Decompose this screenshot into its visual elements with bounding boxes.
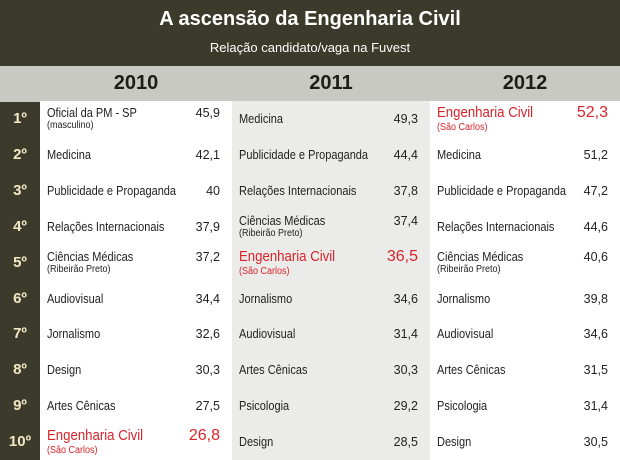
- course-name: Relações Internacionais: [47, 219, 165, 234]
- ratio-value: 37,8: [393, 183, 418, 198]
- header-band: [0, 0, 620, 66]
- course-name: Psicologia: [239, 399, 290, 414]
- course-name: Design: [239, 435, 274, 450]
- ratio-value: 31,4: [583, 399, 608, 414]
- ratio-value: 37,4: [393, 213, 418, 228]
- course-name: Jornalismo: [239, 291, 293, 306]
- course-name: Medicina: [47, 147, 92, 162]
- course-name: Jornalismo: [437, 291, 491, 306]
- ratio-value: 29,2: [393, 399, 418, 414]
- ratio-value: 26,8: [188, 427, 220, 445]
- course-name: Relações Internacionais: [239, 183, 357, 198]
- rank: 2º: [13, 145, 27, 163]
- ratio-value: 28,5: [393, 435, 418, 450]
- year: 2010: [113, 72, 159, 94]
- ratio-value: 34,6: [583, 327, 608, 342]
- ratio-value: 52,3: [576, 104, 608, 121]
- rank: 6º: [13, 289, 27, 307]
- ratio-value: 31,4: [393, 327, 418, 342]
- course-note: (Ribeirão Preto): [437, 263, 501, 275]
- ratio-value: 32,6: [195, 327, 220, 342]
- year: 2012: [502, 72, 548, 94]
- ratio-value: 30,5: [583, 435, 608, 450]
- course-name: Engenharia Civil: [437, 104, 534, 121]
- ratio-value: 37,2: [195, 249, 220, 264]
- course-name: Medicina: [239, 112, 284, 126]
- year-bar: [0, 66, 620, 102]
- course-name: Artes Cênicas: [437, 363, 506, 378]
- course-name: Relações Internacionais: [437, 219, 555, 234]
- year: 2011: [309, 72, 353, 94]
- rank: 9º: [13, 397, 27, 415]
- course-name: Publicidade e Propaganda: [437, 183, 567, 198]
- rank: 4º: [13, 217, 27, 235]
- rank: 1º: [13, 110, 27, 127]
- course-name: Ciências Médicas: [437, 249, 524, 264]
- course-note: (Ribeirão Preto): [239, 227, 303, 239]
- ratio-value: 51,2: [583, 147, 608, 162]
- ratio-value: 40,6: [583, 249, 608, 264]
- course-note: (São Carlos): [239, 265, 290, 277]
- rank: 10º: [8, 433, 32, 451]
- course-note: (Ribeirão Preto): [47, 263, 111, 275]
- column-bg: [40, 101, 232, 460]
- ratio-value: 44,6: [583, 219, 608, 234]
- rank: 5º: [13, 253, 27, 271]
- ratio-value: 27,5: [195, 399, 220, 414]
- course-name: Psicologia: [437, 399, 488, 414]
- ratio-value: 36,5: [386, 247, 418, 265]
- course-name: Engenharia Civil: [239, 247, 336, 265]
- course-name: Engenharia Civil: [47, 427, 144, 445]
- course-note: (São Carlos): [47, 445, 98, 457]
- column-bg: [232, 101, 430, 460]
- course-name: Publicidade e Propaganda: [239, 147, 369, 162]
- course-name: Design: [437, 435, 472, 450]
- rank: 7º: [13, 325, 27, 343]
- course-name: Oficial da PM - SP: [47, 106, 137, 120]
- ratio-value: 47,2: [583, 183, 608, 198]
- ratio-value: 30,3: [195, 363, 220, 378]
- course-name: Audiovisual: [437, 327, 494, 342]
- ratio-value: 49,3: [393, 112, 418, 126]
- ratio-value: 42,1: [195, 147, 220, 162]
- course-name: Design: [47, 363, 82, 378]
- ratio-value: 39,8: [583, 291, 608, 306]
- course-name: Audiovisual: [239, 327, 296, 342]
- course-name: Publicidade e Propaganda: [47, 183, 177, 198]
- title: A ascensão da Engenharia Civil: [159, 8, 461, 30]
- ratio-value: 31,5: [583, 363, 608, 378]
- course-name: Jornalismo: [47, 327, 101, 342]
- ratio-value: 40: [206, 183, 220, 198]
- rank: 8º: [13, 361, 27, 379]
- course-name: Artes Cênicas: [239, 363, 308, 378]
- ratio-value: 34,4: [195, 291, 220, 306]
- course-name: Ciências Médicas: [239, 213, 326, 228]
- course-name: Artes Cênicas: [47, 399, 116, 414]
- column-bg: [430, 101, 620, 460]
- ratio-value: 44,4: [393, 147, 418, 162]
- ratio-value: 30,3: [393, 363, 418, 378]
- course-note: (São Carlos): [437, 122, 488, 133]
- course-note: (masculino): [47, 120, 94, 131]
- ratio-value: 45,9: [195, 106, 220, 120]
- course-name: Audiovisual: [47, 291, 104, 306]
- rank-column: [0, 102, 40, 460]
- rank: 3º: [13, 181, 27, 199]
- subtitle: Relação candidato/vaga na Fuvest: [209, 40, 411, 55]
- ratio-value: 34,6: [393, 291, 418, 306]
- course-name: Ciências Médicas: [47, 249, 134, 264]
- ratio-value: 37,9: [195, 219, 220, 234]
- course-name: Medicina: [437, 147, 482, 162]
